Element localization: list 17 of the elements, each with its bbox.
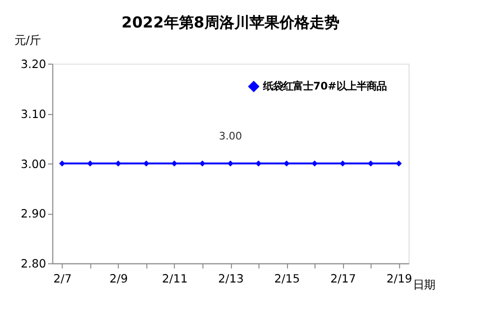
x-tick-label: 2/9 [110,272,128,286]
x-axis-title: 日期 [412,277,435,292]
y-tick-label: 2.90 [20,206,46,221]
data-label: 3.00 [218,130,242,143]
chart-title: 2022年第8周洛川苹果价格走势 [122,14,340,32]
x-tick-label: 2/19 [386,272,412,286]
y-tick-label: 3.20 [20,56,46,71]
y-axis-title: 元/斤 [14,33,41,48]
legend-label: 纸袋红富士70#以上半商品 [262,80,387,92]
x-tick-label: 2/11 [162,272,188,286]
x-tick-label: 2/15 [274,272,300,286]
x-tick-label: 2/17 [330,272,356,286]
y-tick-label: 3.00 [20,156,46,171]
y-tick-label: 2.80 [20,256,46,271]
y-tick-label: 3.10 [20,106,46,121]
x-tick-label: 2/13 [218,272,244,286]
x-tick-label: 2/7 [53,272,72,286]
